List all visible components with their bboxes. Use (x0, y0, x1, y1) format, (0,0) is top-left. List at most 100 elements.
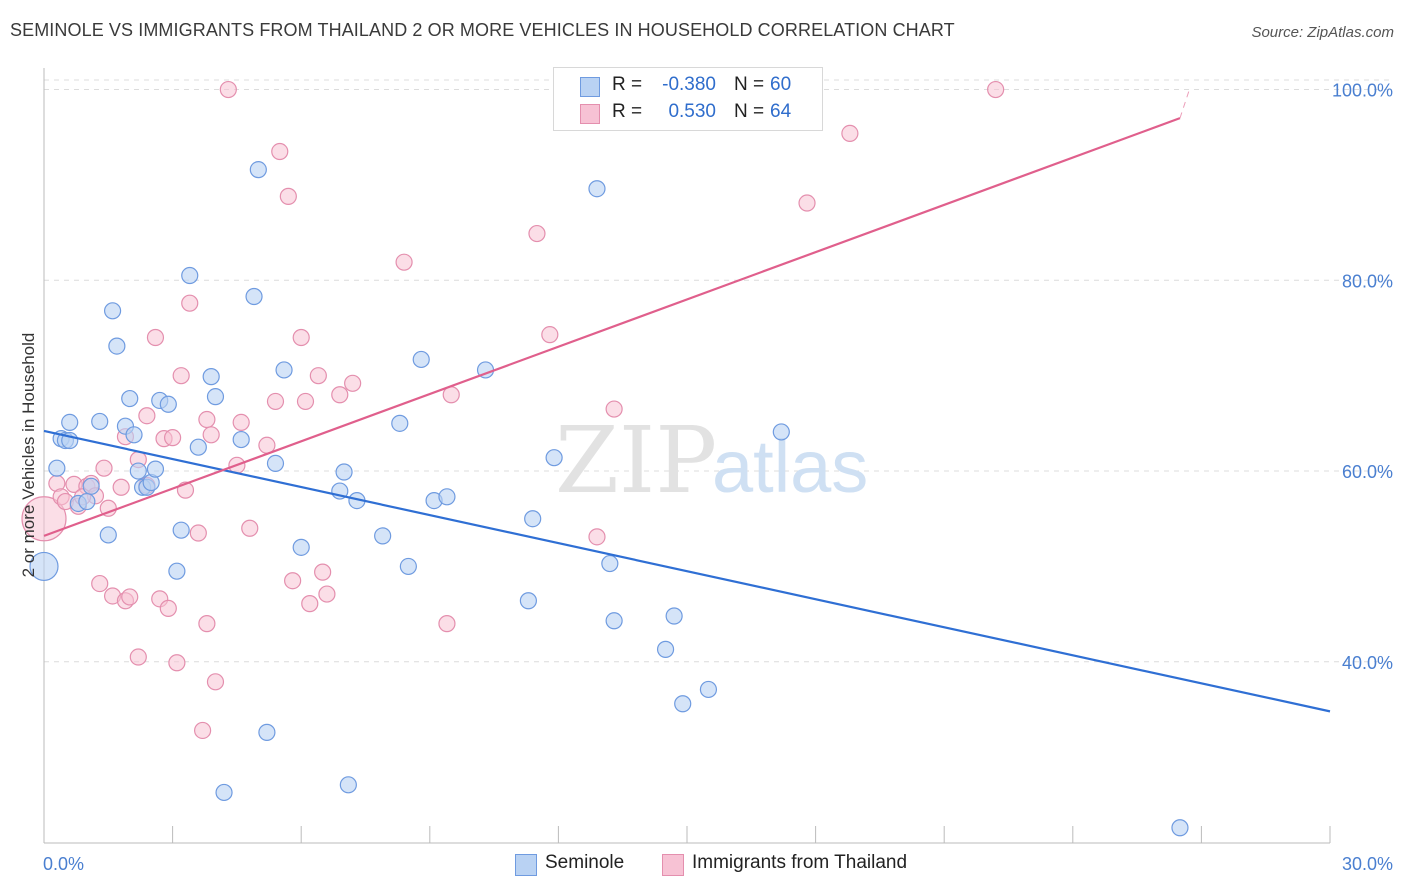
seminole-point (524, 510, 542, 528)
seminole-point (129, 462, 147, 480)
thailand-point (438, 615, 456, 633)
thailand-point (189, 524, 207, 542)
x-tick-labels: 0.0% 30.0% (43, 854, 1393, 874)
seminole-point (202, 368, 220, 386)
legend-swatch-seminole (515, 854, 537, 876)
thailand-point (284, 572, 302, 590)
seminole-point (108, 337, 126, 355)
thailand-point (198, 410, 216, 429)
seminole-point (48, 459, 66, 477)
source-label: Source: ZipAtlas.com (1251, 24, 1394, 41)
seminole-point (339, 776, 357, 794)
legend-r-value: 0.530 (668, 101, 716, 122)
thailand-point (266, 392, 285, 411)
seminole-point (245, 287, 263, 306)
correlation-legend: R = -0.380 N = 60 R = 0.530 N = 64 (553, 67, 823, 131)
y-tick-labels: 40.0% 60.0% 80.0% 100.0% (1332, 81, 1393, 673)
seminole-point (275, 361, 293, 379)
thailand-point (344, 374, 362, 392)
legend-r-label: R = (612, 101, 643, 122)
seminole-point (249, 161, 267, 179)
thailand-point (241, 519, 259, 537)
legend-swatch-thailand (662, 854, 684, 876)
seminole-point (29, 551, 59, 582)
seminole-point (391, 414, 409, 432)
seminole-point (772, 423, 790, 441)
seminole-point (121, 389, 139, 408)
seminole-point (374, 527, 392, 545)
thailand-point (301, 595, 319, 613)
thailand-point (296, 392, 315, 411)
grid-lines (44, 79, 1392, 663)
thailand-point (95, 459, 113, 477)
seminole-point (399, 557, 417, 576)
thailand-point (121, 588, 139, 606)
seminole-point (588, 180, 606, 198)
y-tick-label: 100.0% (1332, 81, 1393, 101)
thailand-point (309, 367, 327, 385)
thailand-point (112, 478, 130, 496)
seminole-point (181, 266, 199, 285)
thailand-point (528, 224, 546, 243)
seminole-point (189, 438, 207, 456)
thailand-point (146, 328, 165, 347)
seminole-point (438, 488, 456, 506)
watermark-zip: ZIP (555, 407, 717, 514)
thailand-point (395, 253, 413, 271)
seminole-point (206, 388, 225, 406)
seminole-point (335, 463, 353, 481)
seminole-point (674, 695, 692, 713)
thailand-point (318, 585, 336, 603)
y-axis-label: 2 or more Vehicles in Household (19, 333, 38, 578)
thailand-point (172, 367, 190, 385)
legend-n-value: 60 (770, 74, 792, 95)
thailand-trend-line (43, 117, 1181, 537)
thailand-point (841, 124, 859, 143)
seminole-point (258, 723, 276, 741)
seminole-point (292, 538, 310, 556)
seminole-trend-line (43, 429, 1331, 713)
thailand-point (194, 721, 212, 740)
legend-row-seminole: R = -0.380 N = 60 (554, 74, 822, 100)
legend-n-label: N = (734, 101, 765, 122)
legend-n-value: 64 (770, 101, 792, 122)
thailand-point (798, 194, 816, 212)
thailand-point (605, 400, 623, 418)
thailand-point (588, 528, 606, 546)
thailand-point (202, 426, 220, 444)
seminole-point (519, 592, 537, 610)
y-tick-label: 80.0% (1342, 271, 1393, 291)
x-tick-label: 30.0% (1342, 854, 1393, 874)
chart-title: SEMINOLE VS IMMIGRANTS FROM THAILAND 2 O… (10, 20, 955, 40)
seminole-point (1171, 819, 1189, 837)
thailand-point (987, 80, 1005, 99)
seminole-point (99, 526, 117, 544)
legend-label-seminole: Seminole (545, 852, 625, 873)
seminole-point (103, 302, 122, 320)
seminole-point (545, 449, 563, 467)
thailand-point (206, 673, 225, 691)
seminole-point (172, 521, 190, 539)
thailand-trend-extension (1179, 87, 1191, 119)
thailand-point (314, 563, 332, 581)
thailand-point (219, 80, 237, 99)
seminole-point (656, 640, 675, 658)
axes (43, 68, 1331, 844)
seminole-point (168, 562, 186, 580)
legend-n-label: N = (734, 74, 765, 95)
seminole-point (266, 454, 285, 473)
seminole-point (82, 477, 100, 495)
seminole-point (159, 395, 177, 413)
legend-r-label: R = (612, 74, 643, 95)
seminole-point (601, 554, 619, 573)
legend-row-thailand: R = 0.530 N = 64 (554, 101, 822, 127)
thailand-point (198, 615, 216, 633)
thailand-point (331, 386, 349, 404)
legend-label-thailand: Immigrants from Thailand (692, 852, 908, 873)
thailand-point (232, 413, 250, 431)
seminole-point (78, 492, 96, 511)
seminole-point (91, 412, 109, 431)
series-legend: Seminole Immigrants from Thailand (0, 852, 1406, 878)
thailand-point (129, 648, 147, 666)
